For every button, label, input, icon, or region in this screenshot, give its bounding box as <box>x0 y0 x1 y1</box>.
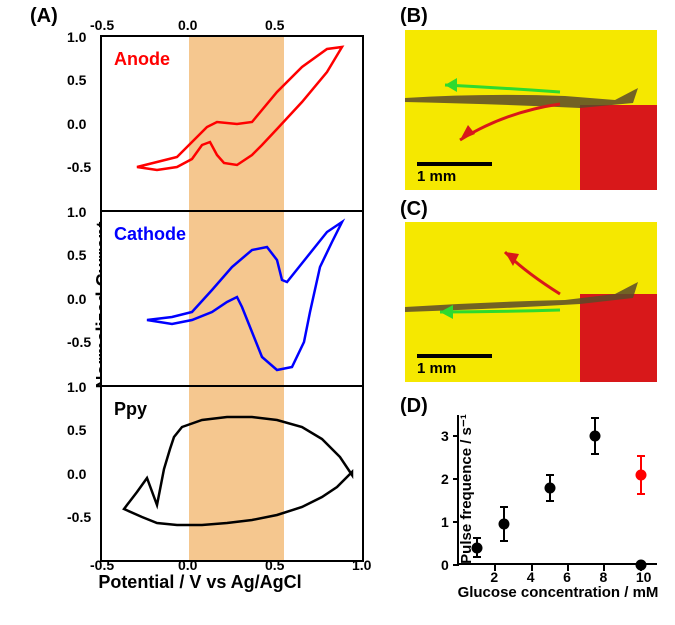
ytick: -0.5 <box>67 509 91 525</box>
data-point <box>635 470 646 481</box>
label-b: (B) <box>400 5 428 28</box>
xtick-bottom: 0.0 <box>178 557 197 573</box>
scale-bar-c <box>417 354 492 358</box>
data-point <box>544 482 555 493</box>
d-xtick: 10 <box>636 569 652 585</box>
panel-c-photo: 1 mm <box>405 222 657 382</box>
scale-label-b: 1 mm <box>417 168 456 185</box>
ytick: 0.5 <box>67 72 86 88</box>
error-cap <box>546 500 554 502</box>
d-xtick: 8 <box>599 569 607 585</box>
d-xtick: 2 <box>490 569 498 585</box>
error-cap <box>500 540 508 542</box>
d-ytick: 0 <box>441 557 449 573</box>
data-point <box>635 560 646 571</box>
error-cap <box>500 506 508 508</box>
cv-panel-ppy: Ppy1.00.50.0-0.5 <box>100 387 364 562</box>
d-ytick: 2 <box>441 471 449 487</box>
series-label-anode: Anode <box>114 49 170 70</box>
ytick: 1.0 <box>67 379 86 395</box>
ytick: 0.0 <box>67 291 86 307</box>
ytick: 0.5 <box>67 422 86 438</box>
panel-b-photo: 1 mm <box>405 30 657 190</box>
scale-label-c: 1 mm <box>417 360 456 377</box>
cv-panels: Anode1.00.50.0-0.5Cathode1.00.50.0-0.5Pp… <box>100 35 360 562</box>
data-point <box>499 519 510 530</box>
data-point <box>590 431 601 442</box>
ytick: 0.0 <box>67 466 86 482</box>
d-ytick: 1 <box>441 514 449 530</box>
panel-a-xlabel: Potential / V vs Ag/AgCl <box>98 572 301 593</box>
figure-root: (A) (B) (C) (D) Normalized Current Poten… <box>0 0 675 625</box>
ytick: -0.5 <box>67 159 91 175</box>
photo-b-svg <box>405 30 657 190</box>
xtick-bottom: 1.0 <box>352 557 371 573</box>
xtick-bottom: -0.5 <box>90 557 114 573</box>
error-cap <box>637 493 645 495</box>
error-cap <box>591 417 599 419</box>
xtick-bottom: 0.5 <box>265 557 284 573</box>
label-c: (C) <box>400 198 428 221</box>
series-label-ppy: Ppy <box>114 399 147 420</box>
ytick: 1.0 <box>67 204 86 220</box>
scale-bar-b <box>417 162 492 166</box>
xtick-top: 0.0 <box>178 17 197 33</box>
cv-panel-anode: Anode1.00.50.0-0.5 <box>100 35 364 212</box>
error-cap <box>473 556 481 558</box>
panel-d-xlabel: Glucose concentration / mM <box>458 584 659 601</box>
error-cap <box>591 453 599 455</box>
panel-a: Normalized Current Potential / V vs Ag/A… <box>30 15 370 595</box>
d-xtick: 4 <box>527 569 535 585</box>
scatter-area: Pulse frequence / s⁻¹ Glucose concentrat… <box>457 415 657 565</box>
photo-c-svg <box>405 222 657 382</box>
error-cap <box>546 474 554 476</box>
d-xtick: 6 <box>563 569 571 585</box>
xtick-top: 0.5 <box>265 17 284 33</box>
panel-d: Pulse frequence / s⁻¹ Glucose concentrat… <box>405 410 670 610</box>
cv-stack: -0.5 0.0 0.5 Anode1.00.50.0-0.5Cathode1.… <box>100 35 360 555</box>
error-cap <box>473 537 481 539</box>
cv-panel-cathode: Cathode1.00.50.0-0.5 <box>100 212 364 387</box>
ytick: 0.5 <box>67 247 86 263</box>
ytick: -0.5 <box>67 334 91 350</box>
series-label-cathode: Cathode <box>114 224 186 245</box>
error-cap <box>637 455 645 457</box>
panel-d-ylabel: Pulse frequence / s⁻¹ <box>457 414 475 564</box>
ytick: 1.0 <box>67 29 86 45</box>
data-point <box>472 542 483 553</box>
d-ytick: 3 <box>441 428 449 444</box>
ytick: 0.0 <box>67 116 86 132</box>
xtick-top: -0.5 <box>90 17 114 33</box>
